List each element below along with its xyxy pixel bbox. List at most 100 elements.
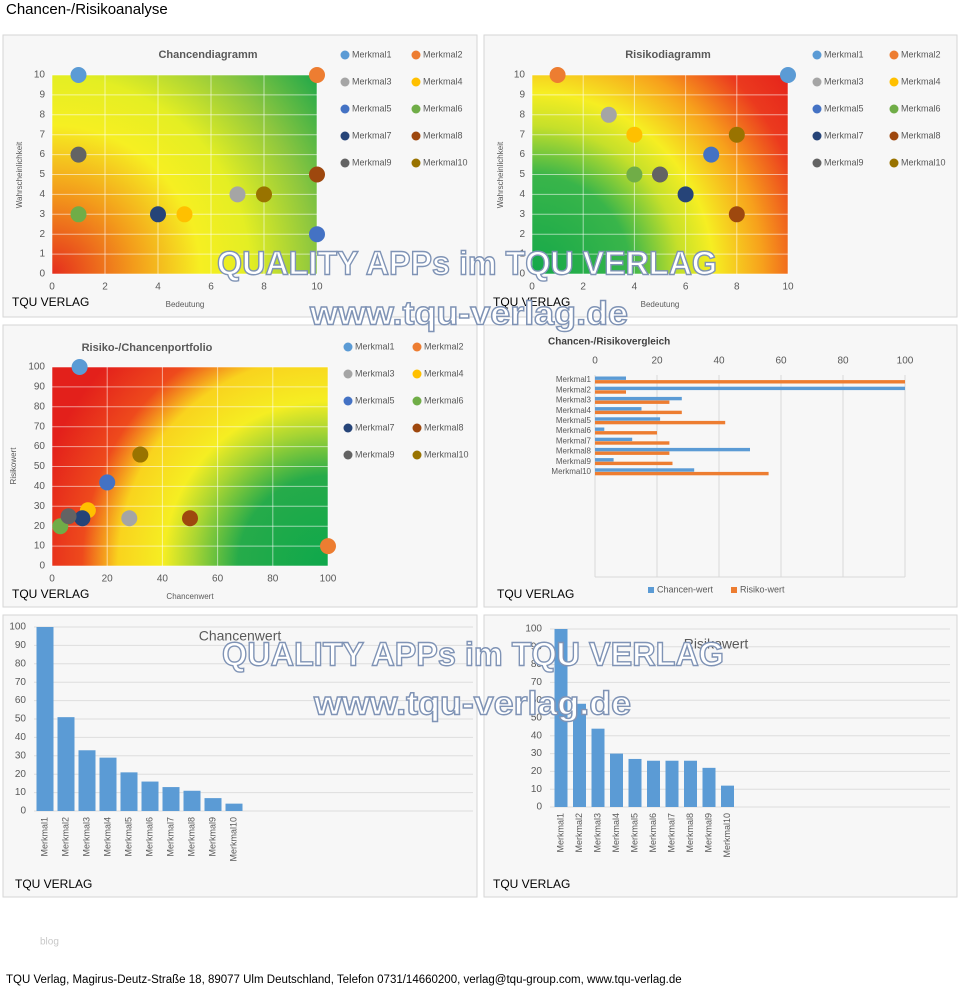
x-tick-label: Merkmal2 [574,813,584,853]
bar [141,781,159,811]
y-tick-label: 60 [15,695,27,706]
data-point [677,186,694,203]
legend-label: Merkmal1 [352,49,392,59]
x-tick-label: 0 [529,282,535,293]
legend-marker [412,369,422,379]
data-point [309,226,325,243]
x-tick-label: Merkmal9 [207,817,217,857]
y-tick-label: 7 [39,129,45,140]
x-tick-label: 40 [713,356,725,367]
legend-label: Merkmal9 [824,157,864,167]
x-axis-label: Bedeutung [166,300,205,309]
data-point [256,186,272,203]
y-tick-label: Merkmal2 [556,385,592,394]
y-tick-label: 80 [15,658,27,669]
legend-label: Merkmal8 [424,422,464,432]
y-tick-label: 100 [9,622,26,633]
source-label: TQU VERLAG [12,587,89,601]
bar [36,627,54,811]
legend-label: Merkmal7 [352,130,392,140]
x-tick-label: 20 [102,574,114,585]
data-point [600,106,617,123]
legend-marker [343,369,353,379]
y-tick-label: 3 [519,209,525,220]
legend-label: Merkmal4 [901,76,941,86]
x-tick-label: Merkmal7 [165,817,175,857]
y-tick-label: 6 [519,149,525,160]
y-tick-label: 8 [39,109,45,120]
bar [721,785,734,807]
legend-label: Risiko-wert [740,584,785,594]
y-tick-label: 9 [39,90,45,101]
y-tick-label: Merkmal5 [556,416,592,425]
bar [591,728,605,807]
bar [595,427,605,431]
chart-title: Risiko-/Chancenportfolio [82,342,213,354]
legend-marker [340,158,350,168]
data-point [60,508,77,525]
legend-marker [812,104,822,114]
legend-marker [812,50,822,60]
y-tick-label: 0 [39,561,45,572]
bar [183,790,201,811]
y-tick-label: 70 [15,677,27,688]
bar [647,760,660,807]
y-tick-label: 50 [15,714,27,725]
legend-label: Merkmal2 [901,49,941,59]
y-tick-label: 90 [34,382,46,393]
x-tick-label: Merkmal3 [592,813,602,853]
legend-label: Merkmal8 [423,130,463,140]
bar [120,772,138,811]
data-point [99,474,116,491]
legend-label: Merkmal7 [824,130,864,140]
legend-label: Merkmal5 [355,395,395,405]
legend-marker [889,104,899,114]
x-tick-label: 100 [897,356,914,367]
legend-label: Merkmal2 [423,49,463,59]
legend-marker [412,396,422,406]
source-label: TQU VERLAG [497,587,574,601]
x-tick-label: 0 [49,282,55,293]
y-tick-label: 10 [514,70,526,81]
legend-marker [411,104,421,114]
bar [595,407,642,411]
legend-marker [343,342,353,352]
x-tick-label: Merkmal9 [703,813,713,853]
panel [483,324,958,608]
legend-label: Merkmal10 [424,449,469,459]
legend-label: Merkmal3 [824,76,864,86]
blog-mark: blog [40,937,59,948]
y-tick-label: 1 [519,249,525,260]
y-tick-label: 10 [34,541,46,552]
y-tick-label: 30 [15,750,27,761]
page-title: Chancen-/Risikoanalyse [6,1,168,18]
data-point [780,67,796,83]
y-tick-label: 100 [28,362,45,373]
y-tick-label: 100 [525,624,542,635]
y-tick-label: 3 [39,209,45,220]
legend-label: Merkmal1 [355,341,395,351]
y-tick-label: Merkmal9 [556,457,592,466]
y-tick-label: Merkmal10 [551,467,591,476]
y-tick-label: 5 [39,169,45,180]
bar [595,396,682,401]
x-tick-label: Merkmal5 [629,813,639,853]
legend-label: Merkmal9 [355,449,395,459]
legend-label: Merkmal6 [423,103,463,113]
bar [595,468,695,472]
y-tick-label: 0 [39,269,45,280]
legend-marker [343,423,353,433]
x-tick-label: 100 [320,574,337,585]
chart-title: Chancenwert [199,628,282,644]
data-point [626,126,643,143]
data-point [728,206,745,223]
legend-label: Chancen-wert [657,584,714,594]
source-label: TQU VERLAG [493,877,570,891]
source-label: TQU VERLAG [493,295,570,309]
y-tick-label: 60 [531,695,543,706]
legend-marker [812,77,822,87]
chart-title: Chancen-/Risikovergleich [548,337,670,348]
y-tick-label: 30 [531,748,543,759]
x-tick-label: 80 [267,574,279,585]
legend-marker [648,587,654,593]
